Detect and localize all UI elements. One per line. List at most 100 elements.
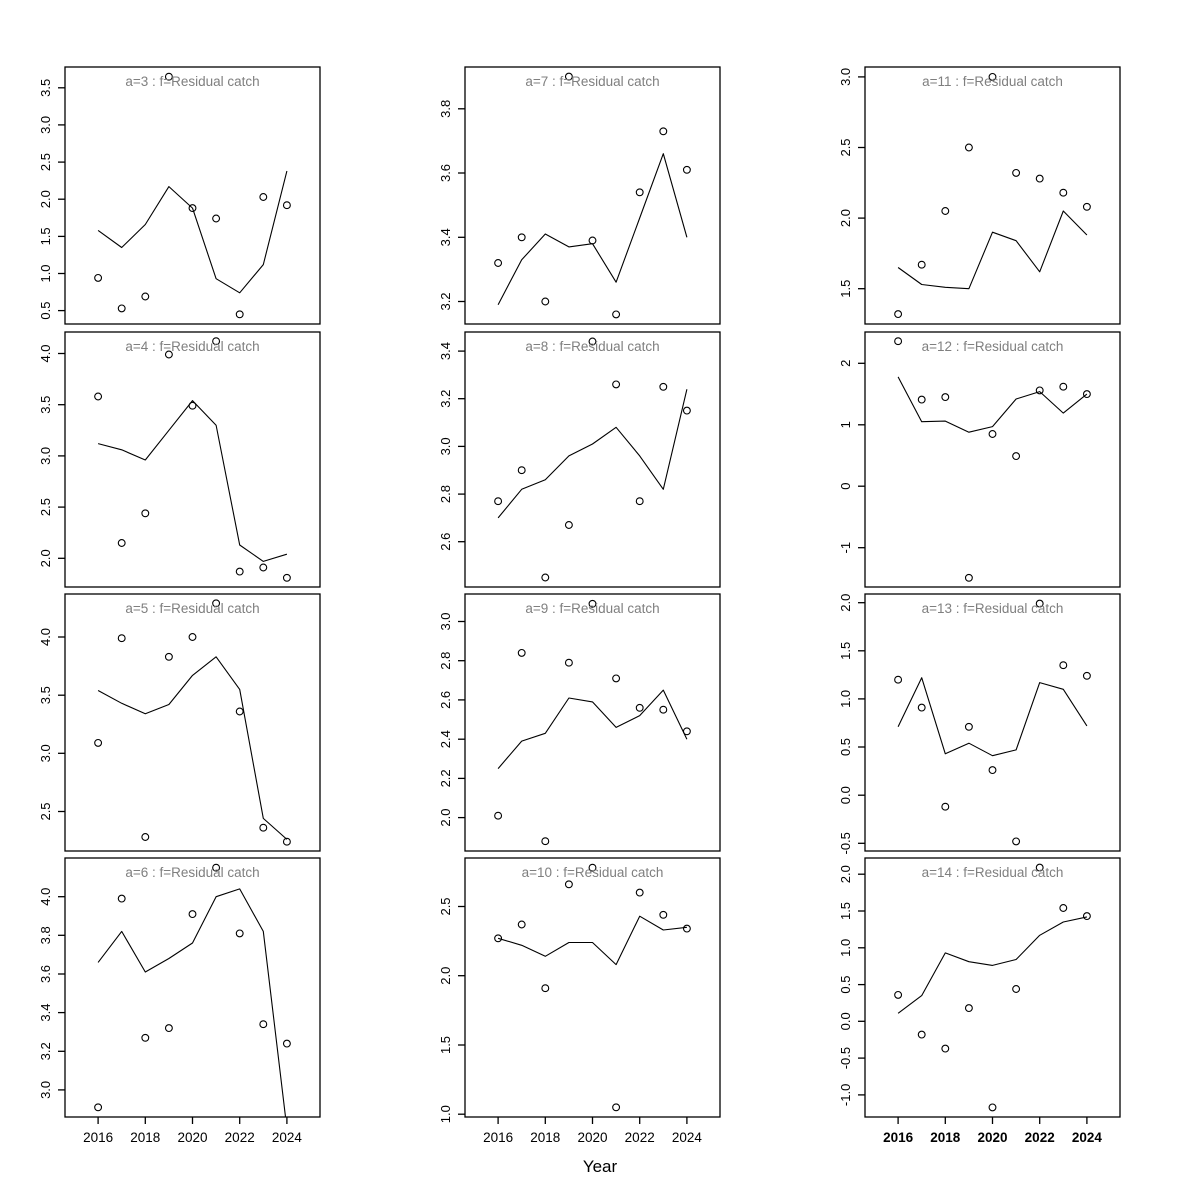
data-point <box>682 924 691 933</box>
data-point <box>894 310 903 319</box>
y-tick-label: 3.5 <box>38 686 53 704</box>
data-point <box>1059 382 1068 391</box>
panel-title: a=14 : f=Residual catch <box>922 865 1064 880</box>
panel-title: a=11 : f=Residual catch <box>922 74 1063 89</box>
data-point <box>564 521 573 529</box>
data-point <box>494 497 503 506</box>
fitted-line <box>497 689 688 769</box>
data-point <box>894 990 903 999</box>
x-tick-label: 2016 <box>83 1130 113 1145</box>
y-tick-label: 3.8 <box>438 100 453 118</box>
data-point <box>988 766 997 775</box>
panel-a7: a=7 : f=Residual catch 3.2 3.4 3.6 3.8 <box>438 66 721 325</box>
x-tick-label: 2018 <box>130 1130 160 1145</box>
y-tick-label: 1.5 <box>838 280 853 298</box>
panel-a8: a=8 : f=Residual catch 2.6 2.8 3.0 3.2 3.4 <box>438 331 721 588</box>
y-tick-label: 3.6 <box>438 164 453 182</box>
y-tick-label: 3.0 <box>38 447 53 465</box>
y-tick-label: 3.8 <box>38 926 53 944</box>
panel-a6: a=6 : f=Residual catch 3.0 3.2 3.4 3.6 3.8 4.0… <box>38 857 321 1145</box>
data-point <box>117 304 126 313</box>
data-point <box>917 1030 926 1039</box>
data-point <box>141 1033 150 1042</box>
plot-box <box>464 593 721 852</box>
panel-a11: a=11 : f=Residual catch 1.5 2.0 2.5 3.0 <box>838 66 1121 325</box>
fitted-line <box>97 400 288 562</box>
data-point <box>588 337 597 346</box>
data-point <box>259 1020 268 1029</box>
data-point <box>635 188 644 197</box>
plot-box <box>864 331 1121 588</box>
y-tick-label: 0.5 <box>838 738 853 756</box>
data-point <box>282 201 291 210</box>
y-tick-label: 2.0 <box>838 209 853 227</box>
data-point <box>1082 390 1091 399</box>
y-tick-label: 2.8 <box>438 485 453 503</box>
data-point <box>894 675 903 684</box>
x-tick-label: 2020 <box>177 1130 207 1145</box>
data-point <box>117 539 126 547</box>
y-tick-label: 3.2 <box>438 292 453 310</box>
data-point <box>141 292 150 301</box>
data-point <box>141 509 150 518</box>
y-tick-label: 3.4 <box>38 1004 53 1022</box>
data-point <box>117 634 126 643</box>
y-tick-label: 0 <box>838 483 853 490</box>
data-point <box>188 633 197 641</box>
data-point <box>282 837 291 846</box>
y-tick-label: 2.5 <box>38 498 53 516</box>
y-tick-label: 3.2 <box>38 1042 53 1060</box>
y-tick-label: 3.0 <box>38 116 53 134</box>
panel-title: a=9 : f=Residual catch <box>525 601 659 616</box>
data-point <box>1012 168 1021 177</box>
fitted-line <box>497 915 687 966</box>
y-tick-label: 3.0 <box>438 437 453 455</box>
fitted-line <box>897 677 1088 757</box>
data-point <box>117 894 126 903</box>
y-tick-label: 3.0 <box>38 1081 53 1099</box>
data-point <box>1012 452 1021 461</box>
data-point <box>212 337 221 346</box>
y-tick-label: 0.5 <box>838 976 853 994</box>
data-point <box>1012 985 1021 993</box>
data-point <box>635 703 644 712</box>
plot-box <box>64 331 321 588</box>
fitted-line <box>97 656 288 840</box>
data-point <box>188 910 197 919</box>
y-tick-label: 2.6 <box>438 691 453 709</box>
data-point <box>1059 188 1068 197</box>
y-tick-label: 4.0 <box>38 344 53 362</box>
data-point <box>94 273 103 282</box>
y-tick-label: 2.0 <box>438 967 453 985</box>
panel-title: a=8 : f=Residual catch <box>525 339 659 354</box>
y-tick-label: -0.5 <box>838 832 853 854</box>
plot-box <box>64 857 321 1118</box>
data-point <box>541 297 550 306</box>
data-point <box>659 382 668 391</box>
x-tick-label: 2016 <box>883 1130 914 1145</box>
panel-a4: a=4 : f=Residual catch 2.0 2.5 3.0 3.5 4.0 <box>38 331 321 588</box>
data-point <box>235 310 244 319</box>
data-point <box>517 233 526 242</box>
data-point <box>1059 904 1068 912</box>
y-tick-label: -1 <box>838 542 853 554</box>
y-tick-label: 3.4 <box>438 342 453 360</box>
y-tick-label: 2.6 <box>438 533 453 551</box>
data-point <box>235 707 244 716</box>
plot-box <box>464 857 721 1118</box>
panel-title: a=13 : f=Residual catch <box>922 601 1064 616</box>
data-point <box>941 1044 950 1053</box>
data-point <box>1059 661 1068 670</box>
plot-box <box>64 66 321 325</box>
data-point <box>164 652 173 661</box>
plot-box <box>864 66 1121 325</box>
data-point <box>541 573 550 582</box>
data-point <box>941 393 950 402</box>
panel-title: a=4 : f=Residual catch <box>125 339 259 354</box>
panel-a14: a=14 : f=Residual catch -1.0 -0.5 0.0 0.5 1.0… <box>838 857 1121 1145</box>
y-tick-label: 1.5 <box>438 1036 453 1054</box>
data-point <box>635 497 644 506</box>
panel-a12: a=12 : f=Residual catch -1 0 1 2 <box>838 331 1121 588</box>
data-point <box>964 1004 973 1013</box>
